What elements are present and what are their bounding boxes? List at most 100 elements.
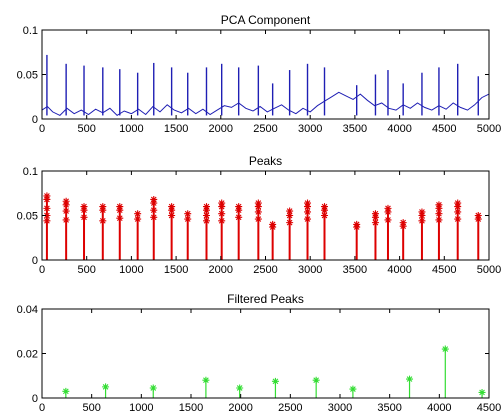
y-tick-label: 0: [32, 255, 38, 267]
plot-area: [42, 171, 489, 260]
x-tick-label: 2000: [228, 402, 252, 414]
x-tick-label: 0: [39, 264, 45, 276]
peak-marker: [441, 345, 449, 353]
peak-marker: [271, 377, 279, 385]
peak-marker: [43, 195, 51, 203]
peak-marker: [454, 199, 462, 207]
peak-marker: [304, 215, 312, 223]
peak-marker: [349, 385, 357, 393]
x-tick-label: 3000: [298, 264, 322, 276]
x-tick-label: 500: [78, 264, 96, 276]
x-tick-label: 2500: [253, 123, 277, 135]
peak-marker: [399, 222, 407, 230]
y-tick-label: 0.04: [17, 304, 38, 316]
peak-marker: [353, 223, 361, 231]
peak-marker: [134, 215, 142, 223]
x-tick-label: 500: [78, 123, 96, 135]
peak-marker: [474, 215, 482, 223]
peak-marker: [384, 208, 392, 216]
peak-marker: [406, 375, 414, 383]
peak-marker: [235, 206, 243, 214]
peak-marker: [304, 199, 312, 207]
peak-marker: [218, 217, 226, 225]
y-tick-label: 0: [32, 393, 38, 405]
peak-marker: [80, 206, 88, 214]
peak-marker: [418, 212, 426, 219]
peak-marker: [43, 217, 51, 225]
y-tick-label: 0.1: [23, 25, 38, 37]
peak-marker: [418, 217, 426, 225]
peak-marker: [304, 208, 312, 216]
chart-title: Filtered Peaks: [227, 292, 304, 306]
x-tick-label: 4000: [387, 123, 411, 135]
peak-marker: [202, 206, 210, 214]
x-tick-label: 5000: [477, 123, 501, 135]
peak-marker: [478, 388, 486, 396]
y-tick-label: 0.05: [17, 70, 38, 82]
peak-marker: [321, 203, 329, 211]
peak-marker: [321, 206, 329, 214]
peak-marker: [116, 214, 124, 222]
peak-marker: [254, 203, 262, 211]
y-tick-label: 0: [32, 114, 38, 126]
y-tick-label: 0.02: [17, 349, 38, 361]
peak-marker: [384, 216, 392, 224]
x-tick-label: 1500: [164, 123, 188, 135]
peak-marker: [418, 208, 426, 216]
peak-marker: [99, 203, 107, 211]
x-tick-label: 3500: [377, 402, 401, 414]
x-tick-label: 0: [39, 402, 45, 414]
chart-title: PCA Component: [221, 13, 311, 27]
peak-marker: [134, 210, 142, 218]
x-tick-label: 1500: [164, 264, 188, 276]
peak-marker: [62, 387, 70, 395]
peak-marker: [184, 210, 192, 218]
peak-marker: [286, 212, 294, 219]
peak-marker: [371, 219, 379, 227]
peak-marker: [43, 204, 51, 212]
x-tick-label: 1500: [179, 402, 203, 414]
peak-marker: [218, 199, 226, 207]
peak-marker: [254, 199, 262, 207]
x-tick-label: 4000: [387, 264, 411, 276]
peak-marker: [168, 203, 176, 211]
x-tick-label: 1000: [129, 402, 153, 414]
peak-marker: [235, 203, 243, 211]
peak-marker: [102, 383, 110, 391]
subplot-1: PCA Component 0 500 1000 1500 2000 2500 3000 350…: [17, 13, 502, 135]
peak-marker: [312, 376, 320, 384]
series-line: [41, 91, 490, 117]
peak-marker: [150, 213, 158, 221]
x-tick-label: 1000: [119, 264, 143, 276]
peak-marker: [454, 203, 462, 211]
x-tick-label: 3500: [343, 123, 367, 135]
peak-marker: [99, 217, 107, 225]
peak-marker: [454, 208, 462, 216]
subplot-3: Filtered Peaks 0 500 1000 1500 2000 2500 3000 35…: [17, 292, 502, 414]
chart-title: Peaks: [249, 154, 282, 168]
peak-marker: [371, 210, 379, 218]
peak-marker: [202, 217, 210, 225]
peak-marker: [286, 207, 294, 215]
peak-marker: [218, 210, 226, 218]
peak-marker: [62, 216, 70, 224]
peak-marker: [254, 215, 262, 223]
peak-marker: [304, 203, 312, 211]
x-tick-label: 4500: [432, 123, 456, 135]
peak-marker: [435, 216, 443, 224]
x-tick-label: 4500: [477, 402, 501, 414]
peak-marker: [286, 219, 294, 227]
peak-marker: [149, 384, 157, 392]
peak-marker: [43, 212, 51, 219]
peak-marker: [62, 201, 70, 209]
peak-marker: [116, 206, 124, 214]
subplot-2: Peaks 0 500 1000 1500 2000 2500 3000 3500 4000 450…: [17, 154, 502, 276]
x-tick-label: 3000: [328, 402, 352, 414]
x-tick-label: 5000: [477, 264, 501, 276]
x-tick-label: 500: [82, 402, 100, 414]
x-tick-label: 0: [39, 123, 45, 135]
peak-marker: [236, 384, 244, 392]
peak-marker: [168, 212, 176, 219]
peak-marker: [384, 204, 392, 212]
